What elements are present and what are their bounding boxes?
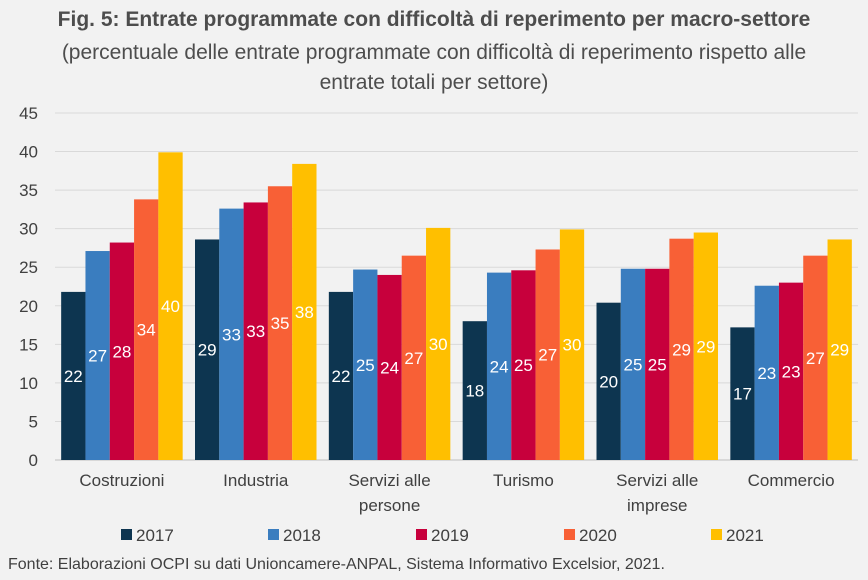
x-tick-label: Industria [223, 471, 289, 490]
source-note: Fonte: Elaborazioni OCPI su dati Unionca… [8, 556, 665, 573]
x-tick-label: Servizi alle [616, 471, 698, 490]
legend-swatch-2017 [121, 529, 132, 540]
bar-2020 [803, 255, 828, 460]
bar-2020 [535, 249, 560, 460]
bar-2020 [669, 238, 694, 460]
data-label: 23 [782, 362, 801, 381]
y-tick-label: 35 [19, 181, 38, 200]
bar-2017 [730, 327, 755, 460]
data-label: 29 [672, 340, 691, 359]
bar-2020 [267, 186, 293, 460]
bar-2021 [827, 239, 852, 460]
bar-2017 [328, 291, 354, 460]
y-tick-label: 0 [29, 451, 38, 470]
data-label: 25 [648, 355, 667, 374]
data-label: 18 [465, 382, 484, 401]
y-tick-label: 30 [19, 220, 38, 239]
legend-label: 2018 [283, 526, 321, 545]
y-tick-label: 10 [19, 374, 38, 393]
bar-2017 [462, 321, 487, 460]
data-label: 30 [563, 336, 582, 355]
bar-2018 [754, 285, 779, 460]
data-label: 38 [295, 303, 314, 322]
data-label: 25 [356, 356, 375, 375]
data-label: 24 [380, 358, 399, 377]
bar-2019 [377, 274, 402, 460]
data-label: 20 [599, 372, 618, 391]
bar-2019 [511, 270, 536, 460]
bar-2019 [243, 202, 268, 460]
x-tick-label: Commercio [748, 471, 835, 490]
data-label: 24 [490, 357, 509, 376]
bar-2020 [401, 255, 427, 460]
bar-2017 [61, 291, 86, 460]
data-label: 29 [696, 337, 715, 356]
bar-2021 [158, 152, 183, 460]
legend-swatch-2021 [711, 529, 722, 540]
y-tick-label: 15 [19, 335, 38, 354]
chart-title: Fig. 5: Entrate programmate con difficol… [57, 8, 811, 31]
data-label: 33 [222, 325, 241, 344]
bar-2018 [486, 272, 512, 460]
bar-2021 [426, 227, 451, 460]
data-label: 27 [538, 346, 557, 365]
x-tick-label: Costruzioni [79, 471, 164, 490]
bar-2018 [620, 268, 646, 460]
legend-swatch-2020 [564, 529, 575, 540]
data-label: 29 [830, 341, 849, 360]
data-label: 40 [161, 297, 180, 316]
bar-2018 [353, 269, 378, 460]
data-label: 27 [88, 347, 107, 366]
y-tick-label: 45 [19, 104, 38, 123]
bar-2021 [693, 232, 718, 460]
bar-2018 [85, 251, 110, 460]
data-label: 35 [271, 314, 290, 333]
data-label: 17 [733, 385, 752, 404]
bar-2019 [778, 282, 804, 460]
chart-subtitle: (percentuale delle entrate programmate c… [61, 41, 807, 94]
bar-2017 [596, 302, 621, 460]
data-label: 33 [246, 322, 265, 341]
legend-label: 2019 [431, 526, 469, 545]
legend-label: 2017 [136, 526, 174, 545]
data-label: 34 [137, 321, 156, 340]
legend-label: 2020 [579, 526, 617, 545]
bar-2020 [134, 199, 159, 460]
bar-2021 [559, 229, 585, 460]
legend-swatch-2018 [268, 529, 279, 540]
data-label: 23 [757, 364, 776, 383]
y-tick-label: 20 [19, 297, 38, 316]
legend-swatch-2019 [416, 529, 427, 540]
bar-2019 [645, 268, 670, 460]
legend-label: 2021 [726, 526, 764, 545]
x-tick-label: Turismo [493, 471, 554, 490]
data-label: 29 [198, 341, 217, 360]
x-tick-label: Servizi alle [348, 471, 430, 490]
data-label: 22 [332, 367, 351, 386]
data-label: 22 [64, 367, 83, 386]
data-label: 27 [806, 349, 825, 368]
y-tick-label: 5 [29, 412, 38, 431]
data-label: 28 [112, 342, 131, 361]
data-label: 30 [429, 335, 448, 354]
x-tick-label: imprese [627, 496, 687, 515]
y-tick-label: 40 [19, 143, 38, 162]
bar-2019 [109, 242, 135, 460]
data-label: 27 [404, 349, 423, 368]
bar-2018 [219, 208, 244, 460]
x-tick-label: persone [359, 496, 420, 515]
data-label: 25 [623, 355, 642, 374]
data-label: 25 [514, 356, 533, 375]
bar-2017 [195, 239, 220, 460]
y-tick-label: 25 [19, 258, 38, 277]
bar-2021 [292, 163, 317, 461]
